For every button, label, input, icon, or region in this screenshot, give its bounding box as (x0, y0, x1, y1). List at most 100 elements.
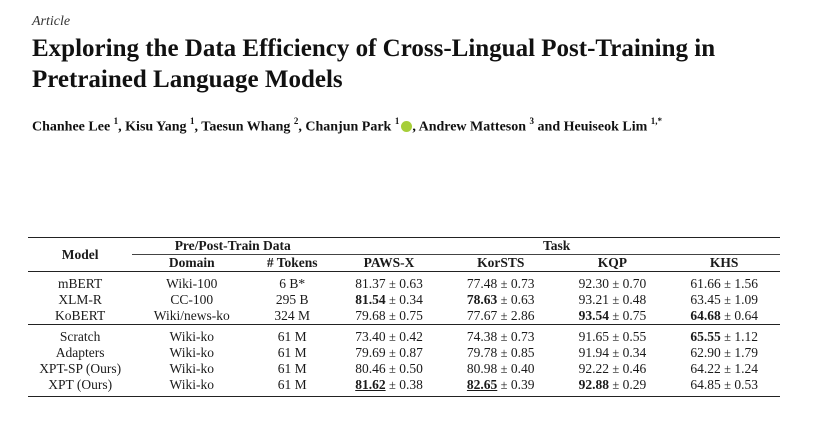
score-cell: 64.68 ± 0.64 (668, 308, 780, 325)
tokens-cell: 61 M (277, 345, 307, 360)
score-mean: 74.38 (466, 329, 498, 344)
score-std: 0.46 (622, 361, 647, 376)
paper-title: Exploring the Data Efficiency of Cross-L… (32, 35, 716, 93)
plus-minus-sign: ± (388, 277, 396, 291)
orcid-icon[interactable] (401, 120, 413, 132)
score-mean: 82.65 (466, 377, 498, 392)
score-cell: 81.54 ± 0.34 (333, 292, 445, 308)
plus-minus-sign: ± (724, 362, 731, 376)
score-std: 1.79 (734, 345, 758, 360)
score-mean: 65.55 (690, 329, 721, 344)
score-cell: 91.65 ± 0.55 (557, 325, 669, 346)
table-row: XLM-R CC-100 295 B 81.54 ± 0.34 78.63 ± 0.63… (28, 292, 780, 308)
score-mean: 79.68 (355, 308, 386, 323)
score-std: 0.63 (510, 292, 535, 307)
author-name[interactable]: Heuiseok Lim (563, 119, 648, 135)
affiliation-mark: 1 (113, 116, 119, 126)
plus-minus-sign: ± (388, 330, 396, 344)
header-task: PAWS-X (363, 255, 415, 270)
plus-minus-sign: ± (500, 277, 508, 291)
score-mean: 62.90 (690, 345, 721, 360)
score-mean: 92.30 (578, 276, 609, 291)
affiliation-mark: 1 (190, 116, 195, 126)
plus-minus-sign: ± (724, 346, 731, 360)
score-mean: 79.69 (355, 345, 386, 360)
score-cell: 80.46 ± 0.50 (333, 361, 445, 377)
plus-minus-sign: ± (388, 346, 396, 360)
score-mean: 91.65 (578, 329, 609, 344)
score-cell: 79.69 ± 0.87 (333, 345, 445, 361)
plus-minus-sign: ± (612, 362, 620, 376)
score-mean: 77.48 (466, 276, 498, 291)
plus-minus-sign: ± (388, 362, 396, 376)
author-name[interactable]: Taesun Whang (201, 119, 291, 135)
author-list: Chanhee Lee 1, Kisu Yang 1, Taesun Whang… (32, 116, 662, 135)
tokens-cell: 61 M (277, 377, 307, 392)
plus-minus-sign: ± (500, 346, 508, 360)
score-std: 0.85 (510, 345, 535, 360)
domain-cell: Wiki-ko (169, 329, 214, 344)
score-std: 0.75 (399, 308, 423, 323)
score-cell: 93.21 ± 0.48 (557, 292, 669, 308)
score-cell: 78.63 ± 0.63 (445, 292, 557, 308)
author-name[interactable]: Chanjun Park (305, 119, 392, 135)
score-cell: 79.68 ± 0.75 (333, 308, 445, 325)
score-std: 0.70 (622, 276, 647, 291)
plus-minus-sign: ± (612, 346, 620, 360)
score-cell: 81.37 ± 0.63 (333, 272, 445, 293)
plus-minus-sign: ± (612, 293, 620, 307)
score-std: 0.50 (399, 361, 423, 376)
score-mean: 61.66 (690, 276, 721, 291)
domain-cell: CC-100 (170, 292, 214, 307)
table-row: Scratch Wiki-ko 61 M 73.40 ± 0.42 74.38 ± 0.… (28, 324, 780, 346)
score-mean: 78.63 (466, 292, 498, 307)
score-mean: 63.45 (690, 292, 721, 307)
affiliation-mark: 3 (529, 116, 535, 126)
plus-minus-sign: ± (500, 362, 508, 376)
plus-minus-sign: ± (500, 293, 508, 307)
score-mean: 93.54 (578, 308, 609, 323)
score-mean: 81.37 (355, 276, 386, 291)
plus-minus-sign: ± (612, 277, 620, 291)
domain-cell: Wiki-ko (169, 345, 214, 360)
header-task: KHS (709, 255, 739, 270)
score-cell: 80.98 ± 0.40 (445, 361, 557, 377)
domain-cell: Wiki-ko (169, 361, 214, 376)
author-conjunction: and (537, 119, 561, 135)
plus-minus-sign: ± (612, 330, 620, 344)
score-cell: 62.90 ± 1.79 (668, 345, 780, 361)
score-std: 0.34 (622, 345, 647, 360)
score-cell: 64.85 ± 0.53 (668, 377, 780, 397)
plus-minus-sign: ± (612, 378, 620, 392)
score-std: 1.24 (734, 361, 758, 376)
author-name[interactable]: Kisu Yang (125, 119, 187, 135)
score-std: 1.09 (734, 292, 758, 307)
plus-minus-sign: ± (724, 293, 731, 307)
score-std: 0.87 (399, 345, 423, 360)
score-mean: 92.88 (578, 377, 609, 392)
tokens-cell: 324 M (274, 308, 311, 323)
score-cell: 63.45 ± 1.09 (668, 292, 780, 308)
score-mean: 73.40 (355, 329, 386, 344)
domain-cell: Wiki/news-ko (153, 308, 230, 323)
score-cell: 64.22 ± 1.24 (668, 361, 780, 377)
affiliation-mark: 1 (394, 116, 400, 126)
score-std: 0.63 (399, 276, 423, 291)
model-cell: Scratch (59, 329, 101, 344)
table-row: Adapters Wiki-ko 61 M 79.69 ± 0.87 79.78 ± 0… (28, 345, 780, 361)
score-cell: 73.40 ± 0.42 (333, 325, 445, 346)
model-cell: XPT-SP (Ours) (39, 361, 122, 376)
tokens-cell: 61 M (277, 361, 307, 376)
score-mean: 64.85 (690, 377, 721, 392)
plus-minus-sign: ± (500, 309, 508, 323)
tokens-cell: 61 M (277, 329, 307, 344)
author-name[interactable]: Chanhee Lee (32, 119, 111, 135)
score-mean: 77.67 (466, 308, 498, 323)
score-std: 1.56 (734, 276, 758, 291)
score-std: 0.73 (510, 276, 535, 291)
author-name[interactable]: Andrew Matteson (418, 119, 527, 135)
plus-minus-sign: ± (724, 378, 731, 392)
header-model: Model (61, 246, 99, 262)
score-mean: 92.22 (578, 361, 609, 376)
plus-minus-sign: ± (388, 293, 396, 307)
